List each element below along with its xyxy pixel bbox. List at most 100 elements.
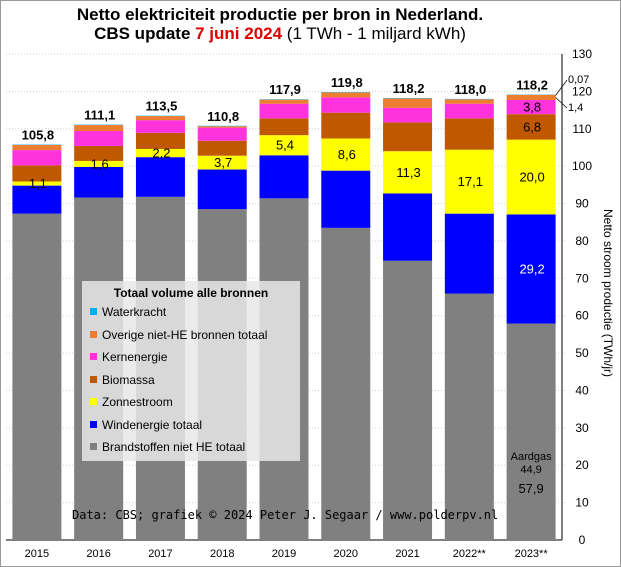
bar-segment <box>259 103 309 119</box>
legend-item: Windenergie totaal <box>90 418 202 434</box>
total-label: 119,8 <box>331 75 363 90</box>
total-label: 105,8 <box>22 127 55 142</box>
bar-segment <box>444 99 494 104</box>
y-tick-label: 30 <box>575 421 589 435</box>
x-tick-label: 2018 <box>210 548 234 560</box>
x-tick-label: 2020 <box>334 548 358 560</box>
legend-swatch <box>90 420 97 428</box>
data-label: 6,8 <box>523 119 541 134</box>
bar-segment <box>259 118 309 136</box>
bar-segment <box>135 157 185 197</box>
chart-subtitle: CBS update 7 juni 2024 (1 TWh - 1 miljar… <box>0 24 560 44</box>
bar-segment <box>506 139 556 215</box>
bar-segment <box>383 151 433 194</box>
x-tick-label: 2016 <box>86 548 110 560</box>
data-label: 1,1 <box>29 176 47 191</box>
x-tick-label: 2022** <box>453 548 487 560</box>
legend-label: Kernenergie <box>102 350 168 364</box>
x-tick-label: 2015 <box>25 548 49 560</box>
data-label: 2,2 <box>152 146 170 161</box>
bar-segment <box>12 213 62 540</box>
credits-text: Data: CBS; grafiek © 2024 Peter J. Segaa… <box>72 508 499 522</box>
bar-segment <box>197 127 247 141</box>
y-tick-label: 50 <box>575 346 589 360</box>
total-label: 113,5 <box>146 99 178 114</box>
bar-segment <box>197 126 247 128</box>
y-tick-label: 80 <box>575 234 589 248</box>
bar-segment <box>12 150 62 166</box>
y-tick-label: 60 <box>575 309 589 323</box>
bar-segment <box>135 116 185 121</box>
bar-segment <box>506 214 556 324</box>
bar-segment <box>74 145 124 161</box>
legend-swatch <box>90 398 97 406</box>
bar-segment <box>74 160 124 167</box>
bar-segment <box>259 155 309 199</box>
data-label: 5,4 <box>276 138 294 153</box>
legend-item: Kernenergie <box>90 350 167 366</box>
bar-segment <box>74 131 124 146</box>
bar-segment <box>444 103 494 119</box>
x-tick-label: 2023** <box>515 548 549 560</box>
bar-segment <box>444 118 494 150</box>
data-label: 3,8 <box>523 100 541 115</box>
legend-swatch <box>90 375 97 383</box>
legend-label: Brandstoffen niet HE totaal <box>102 440 246 454</box>
bar-segment <box>12 165 62 182</box>
bar-segment <box>135 148 185 158</box>
legend-label: Windenergie totaal <box>102 417 203 432</box>
bar-segment <box>321 112 371 139</box>
bar-segment <box>321 170 371 228</box>
data-label: 8,6 <box>338 147 356 162</box>
bar-segment <box>444 149 494 214</box>
bar-segment <box>383 193 433 261</box>
bar-segment <box>321 92 371 98</box>
bar-segment <box>444 293 494 540</box>
bar-segment <box>74 125 124 132</box>
total-label: 118,2 <box>393 81 425 96</box>
bar-segment <box>506 323 556 540</box>
bar-segment <box>383 260 433 540</box>
bar-segment <box>12 185 62 214</box>
data-label: 11,3 <box>396 165 420 180</box>
y-tick-label: 70 <box>575 271 589 285</box>
y-tick-label: 0 <box>579 533 586 547</box>
legend-label: Biomassa <box>102 372 155 387</box>
legend-label: Waterkracht <box>102 305 167 319</box>
bar-segment <box>259 135 309 156</box>
y-axis-title: Netto stroom productie (TWh/jr) <box>601 208 615 378</box>
chart-title: Netto elektriciteit productie per bron i… <box>76 5 484 24</box>
data-label: 3,7 <box>214 155 232 170</box>
bar-segment <box>197 140 247 156</box>
legend-item: Brandstoffen niet HE totaal <box>90 440 245 456</box>
legend-item: Biomassa <box>90 373 155 389</box>
legend-title: Totaal volume alle bronnen <box>113 286 269 300</box>
legend-label: Zonnestroom <box>102 395 173 409</box>
y-tick-label: 90 <box>575 197 589 211</box>
y-tick-label: 100 <box>572 159 592 173</box>
data-label: 17,1 <box>458 174 483 189</box>
y-tick-label: 110 <box>572 122 591 136</box>
bar-segment <box>12 144 62 151</box>
total-label: 118,2 <box>516 77 548 92</box>
bar-segment <box>506 99 556 115</box>
y-tick-label: 40 <box>575 383 589 397</box>
side-label-hydro: 0,07 <box>568 74 589 86</box>
legend-swatch <box>90 308 97 316</box>
bar-segment <box>321 138 371 171</box>
bar-segment <box>259 99 309 104</box>
y-tick-label: 130 <box>572 47 592 61</box>
y-tick-label: 20 <box>575 458 589 472</box>
leader-line <box>555 97 568 109</box>
bar-segment <box>321 227 371 541</box>
total-label: 118,0 <box>454 82 486 97</box>
total-label: 117,9 <box>269 82 301 97</box>
side-label-other: 1,4 <box>568 102 583 114</box>
data-label: 57,9 <box>518 481 543 496</box>
data-label: 29,2 <box>519 261 544 276</box>
bar-segment <box>506 114 556 140</box>
legend-item: Zonnestroom <box>90 395 173 411</box>
data-label: 1,6 <box>91 156 109 171</box>
subtitle-date: 7 juni 2024 <box>195 24 283 43</box>
bar-segment <box>135 132 185 149</box>
